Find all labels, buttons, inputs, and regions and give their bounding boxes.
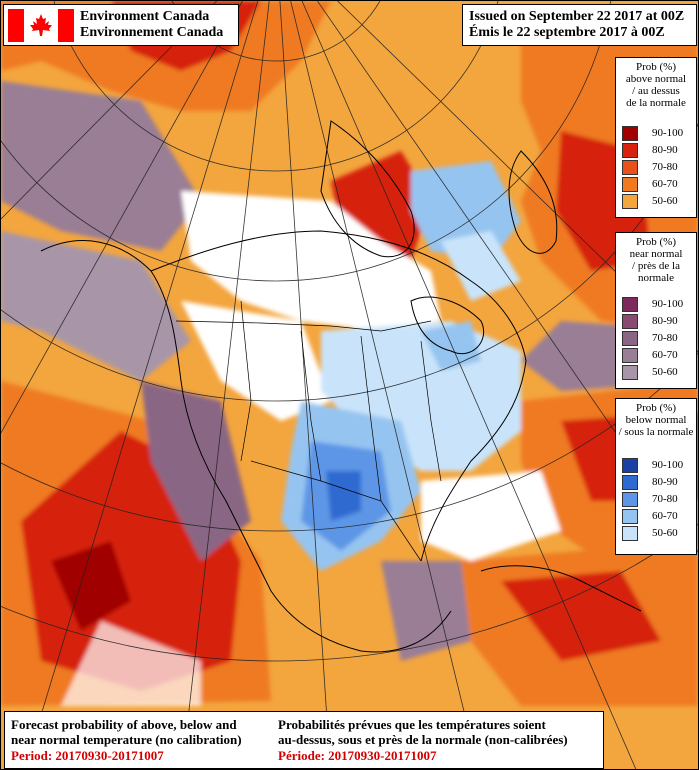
agency-name-en: Environment Canada [80,9,210,24]
caption-en-line1: Forecast probability of above, below and [11,717,237,732]
caption-en-period: Period: 20170930-20171007 [11,748,164,763]
issue-date-box: Issued on September 22 2017 at 00Z Émis … [462,4,697,46]
range-label: 70-80 [652,332,678,344]
legend-below-normal: Prob (%) below normal / sous la normale … [615,398,697,555]
issued-en: Issued on September 22 2017 at 00Z [469,9,685,24]
caption-fr-line1: Probabilités prévues que les température… [278,717,546,732]
color-swatch [622,348,638,363]
color-swatch [622,297,638,312]
legend-below-title: Prob (%) below normal / sous la normale [618,402,694,438]
agency-header: Environment Canada Environnement Canada [3,4,239,46]
above-normal-area-pacific-max [51,541,131,631]
legend-near-title: Prob (%) near normal / près de la normal… [629,236,683,284]
no-signal-area-atlantic [421,471,561,561]
color-swatch [622,509,638,524]
no-signal-area-pacific [61,621,201,706]
borders [175,300,442,562]
no-signal-area-canada [181,191,441,331]
range-label: 70-80 [652,493,678,505]
color-swatch [622,194,638,209]
range-label: 50-60 [652,195,678,207]
no-signal-area-west [181,301,331,421]
color-swatch [622,143,638,158]
coastlines [40,120,642,653]
range-label: 90-100 [652,127,684,139]
legend-above-title: Prob (%) above normal / au dessus de la … [625,61,687,109]
legend-near-normal: Prob (%) near normal / près de la normal… [615,232,697,389]
near-normal-area-alaska [1,81,201,251]
range-label: 90-100 [652,459,684,471]
below-normal-area-max [326,471,361,521]
caption-en-line2: near normal temperature (no calibration) [11,732,242,747]
near-normal-area-west [141,381,251,561]
color-swatch [622,177,638,192]
canada-flag-icon [8,9,74,42]
below-normal-area-quebec [441,231,521,301]
range-label: 60-70 [652,349,678,361]
issued-fr: Émis le 22 septembre 2017 à 00Z [469,25,665,40]
range-label: 80-90 [652,476,678,488]
near-normal-area-pacific [1,231,191,381]
color-swatch [622,331,638,346]
range-label: 80-90 [652,315,678,327]
range-label: 70-80 [652,161,678,173]
range-label: 60-70 [652,510,678,522]
range-label: 50-60 [652,527,678,539]
map-caption: Forecast probability of above, below and… [4,711,604,769]
legend-above-normal: Prob (%) above normal / au dessus de la … [615,57,697,218]
range-label: 90-100 [652,298,684,310]
color-swatch [622,160,638,175]
color-swatch [622,526,638,541]
range-label: 60-70 [652,178,678,190]
range-label: 50-60 [652,366,678,378]
caption-fr-period: Période: 20170930-20171007 [278,748,437,763]
color-swatch [622,475,638,490]
agency-name-fr: Environnement Canada [80,25,224,40]
color-swatch [622,314,638,329]
color-swatch [622,492,638,507]
near-normal-area-gulf [381,561,471,661]
color-swatch [622,458,638,473]
color-swatch [622,126,638,141]
caption-fr-line2: au-dessus, sous et près de la normale (n… [278,732,568,747]
below-normal-area-lakes [421,321,481,371]
above-normal-area-caribbean-core [501,571,661,661]
color-swatch [622,365,638,380]
range-label: 80-90 [652,144,678,156]
